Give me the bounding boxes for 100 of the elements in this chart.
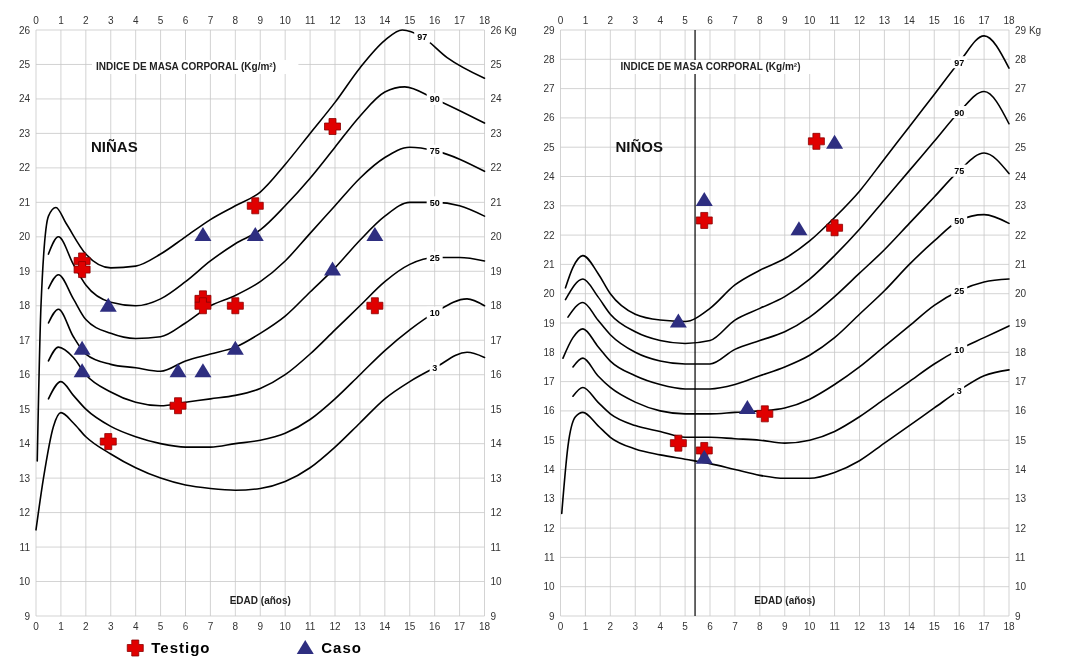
- x-tick-label: 7: [207, 15, 214, 26]
- series-label: 90: [954, 107, 965, 118]
- x2-tick-label: 12: [853, 621, 866, 632]
- y-tick-label: 22: [18, 162, 31, 174]
- point: [73, 340, 91, 355]
- y2-tick-label: 16: [490, 369, 503, 381]
- x2-tick-label: 0: [557, 621, 564, 632]
- line-series: [47, 298, 486, 448]
- y-tick-label: 11: [544, 551, 555, 563]
- y-tick-label: 24: [18, 93, 31, 105]
- x2-tick-label: 12: [329, 621, 341, 632]
- x-tick-label: 1: [58, 15, 65, 26]
- y2-tick-label: 9: [1015, 610, 1021, 622]
- series-label: 97: [954, 57, 965, 68]
- y2-tick-label: 12: [1015, 522, 1027, 534]
- x-tick-label: 0: [557, 15, 564, 26]
- y-tick-label: 17: [543, 376, 555, 388]
- y2-tick-label: 13: [490, 472, 503, 484]
- y2-tick-label: 10: [490, 576, 503, 588]
- x-tick-label: 8: [757, 15, 764, 26]
- point: [99, 297, 117, 312]
- x-tick-label: 16: [429, 15, 441, 26]
- x-tick-label: 17: [978, 15, 991, 26]
- y2-tick-label: 18: [490, 300, 503, 312]
- y2-tick-label: 19: [1015, 317, 1027, 329]
- series-label: 3: [956, 385, 962, 396]
- series-label: 10: [429, 308, 440, 319]
- y2-tick-label: 20: [1015, 288, 1027, 300]
- y2-tick-label: 17: [1015, 376, 1027, 388]
- series-label: 50: [954, 215, 965, 226]
- y-tick-label: 14: [18, 438, 31, 450]
- x2-tick-label: 13: [354, 621, 366, 632]
- x-tick-label: 2: [83, 15, 90, 26]
- x-tick-label: 9: [257, 15, 264, 26]
- y2-tick-label: 11: [1015, 551, 1026, 563]
- x-tick-label: 1: [582, 15, 589, 26]
- x2-tick-label: 0: [33, 621, 40, 632]
- x2-tick-label: 2: [607, 621, 614, 632]
- series-label: 25: [429, 253, 440, 264]
- y-tick-label: 17: [18, 334, 31, 346]
- point: [669, 313, 687, 328]
- x2-tick-label: 5: [682, 621, 689, 632]
- x2-tick-label: 7: [732, 621, 739, 632]
- x2-tick-label: 1: [58, 621, 65, 632]
- series-label: 50: [429, 197, 440, 208]
- x2-tick-label: 17: [978, 621, 991, 632]
- x-tick-label: 14: [379, 15, 391, 26]
- x-axis-title: EDAD (años): [229, 595, 291, 606]
- y2-tick-label: 20: [490, 231, 503, 243]
- y2-tick-label: 21: [490, 196, 503, 208]
- x-tick-label: 5: [682, 15, 689, 26]
- y-tick-label: 28: [543, 53, 555, 65]
- x2-tick-label: 6: [707, 621, 714, 632]
- x-tick-label: 11: [304, 15, 316, 26]
- y-tick-label: 15: [18, 403, 31, 415]
- y-tick-label: 23: [543, 200, 555, 212]
- x-tick-label: 13: [354, 15, 366, 26]
- legend-label: Testigo: [151, 639, 211, 656]
- x-tick-label: 18: [1003, 15, 1015, 26]
- x2-tick-label: 10: [279, 621, 292, 632]
- x2-tick-label: 15: [404, 621, 416, 632]
- y-tick-label: 11: [19, 541, 31, 553]
- point: [194, 227, 212, 242]
- y2-tick-label: 18: [1015, 346, 1027, 358]
- point: [790, 221, 808, 236]
- y-tick-label: 10: [543, 581, 555, 593]
- y2-tick-label: 28: [1015, 53, 1027, 65]
- y2-tick-label: 29 Kg: [1015, 24, 1042, 36]
- x-tick-label: 10: [279, 15, 292, 26]
- x2-tick-label: 4: [657, 621, 664, 632]
- line-series: [35, 351, 486, 531]
- point: [99, 433, 117, 450]
- y-tick-label: 12: [543, 522, 555, 534]
- series-label: 90: [429, 94, 440, 105]
- x-tick-label: 10: [804, 15, 816, 26]
- point: [738, 399, 756, 414]
- y2-tick-label: 17: [490, 334, 503, 346]
- x-tick-label: 2: [607, 15, 614, 26]
- x-axis-title: EDAD (años): [754, 595, 816, 606]
- y2-tick-label: 22: [1015, 229, 1027, 241]
- point: [366, 297, 384, 315]
- y2-tick-label: 25: [490, 58, 503, 70]
- x2-tick-label: 3: [632, 621, 639, 632]
- point: [226, 297, 244, 315]
- x-tick-label: 15: [928, 15, 941, 26]
- point: [324, 261, 342, 276]
- y-tick-label: 20: [543, 288, 555, 300]
- x-tick-label: 4: [132, 15, 139, 26]
- x2-tick-label: 11: [829, 621, 841, 632]
- x2-tick-label: 10: [804, 621, 816, 632]
- y-tick-label: 26: [543, 112, 555, 124]
- y-tick-label: 9: [548, 610, 555, 622]
- x2-tick-label: 7: [207, 621, 214, 632]
- y-tick-label: 16: [18, 369, 31, 381]
- point: [807, 132, 825, 150]
- x2-tick-label: 4: [132, 621, 139, 632]
- x2-tick-label: 9: [781, 621, 788, 632]
- y2-tick-label: 24: [490, 93, 503, 105]
- x-tick-label: 3: [107, 15, 114, 26]
- x2-tick-label: 3: [107, 621, 114, 632]
